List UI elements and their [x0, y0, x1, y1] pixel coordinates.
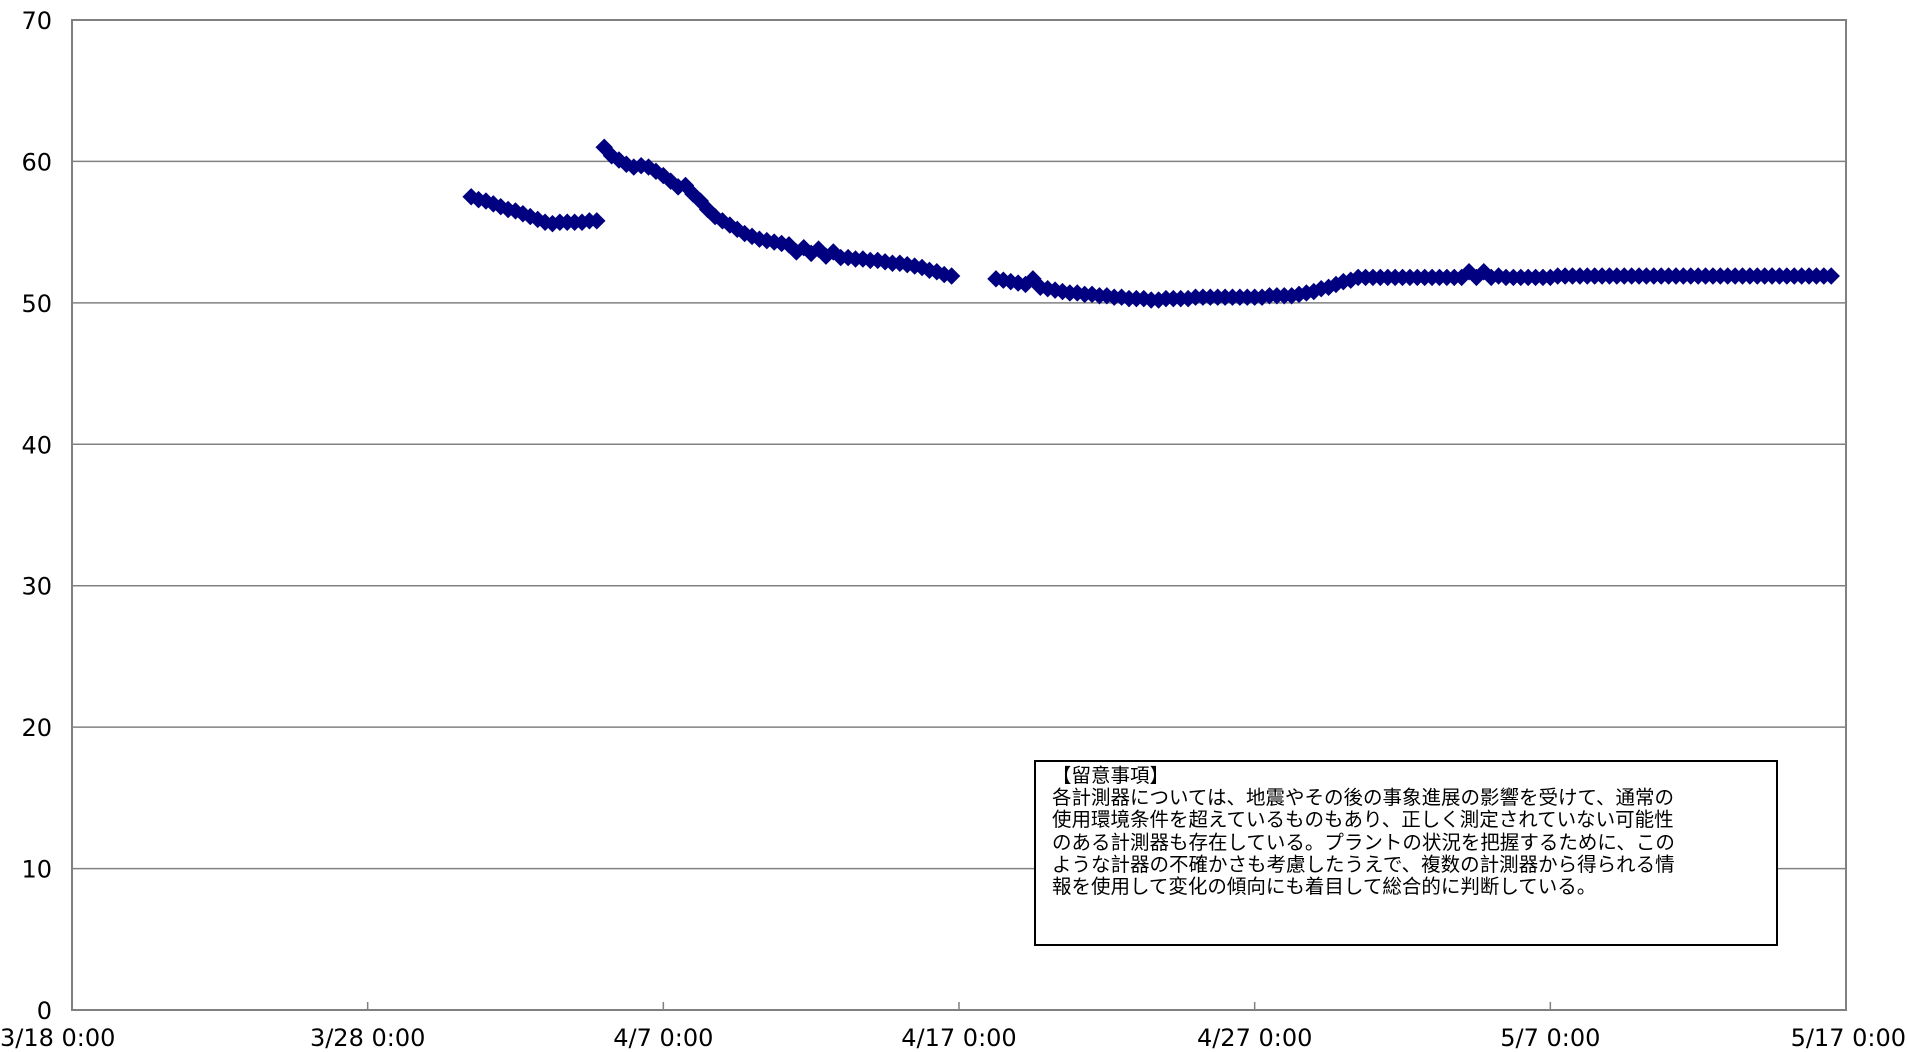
data-point — [588, 212, 606, 230]
x-tick-label: 3/18 0:00 — [0, 1024, 115, 1052]
y-tick-label: 70 — [21, 7, 52, 35]
data-point — [1822, 267, 1840, 285]
x-axis-tick-labels: 3/18 0:00 3/28 0:00 4/7 0:00 4/17 0:00 4/27 … — [0, 1024, 1906, 1052]
note-line: 各計測器については、地震やその後の事象進展の影響を受けて、通常の — [1052, 786, 1675, 810]
note-line: のある計測器も存在している。プラントの状況を把握するために、この — [1052, 830, 1675, 854]
y-axis-tick-labels: 0 10 20 30 40 50 60 70 — [21, 7, 52, 1025]
y-tick-label: 60 — [21, 148, 52, 176]
data-series — [462, 138, 1840, 309]
data-point — [824, 243, 843, 261]
note-line: 使用環境条件を超えているものもあり、正しく測定されていない可能性 — [1052, 808, 1674, 832]
note-heading: 【留意事項】 — [1052, 764, 1170, 787]
x-tick-label: 5/7 0:00 — [1500, 1024, 1600, 1052]
note-line: 報を使用して変化の傾向にも着目して総合的に判断している。 — [1052, 875, 1597, 899]
x-tick-label: 4/17 0:00 — [901, 1024, 1016, 1052]
y-tick-label: 20 — [21, 714, 52, 742]
caution-note: 【留意事項】 各計測器については、地震やその後の事象進展の影響を受けて、通常の … — [1034, 760, 1778, 946]
x-tick-label: 3/28 0:00 — [310, 1024, 425, 1052]
data-point — [942, 267, 961, 285]
x-tick-label: 5/17 0:00 — [1791, 1024, 1906, 1052]
y-tick-label: 30 — [21, 573, 52, 601]
y-tick-label: 50 — [21, 290, 52, 318]
y-tick-label: 10 — [21, 856, 52, 884]
x-axis-ticks — [71, 1002, 1847, 1010]
x-tick-label: 4/7 0:00 — [613, 1024, 713, 1052]
note-line: ような計器の不確かさも考慮したうえで、複数の計測器から得られる情 — [1052, 852, 1675, 876]
x-tick-label: 4/27 0:00 — [1197, 1024, 1312, 1052]
y-tick-label: 40 — [21, 431, 52, 459]
y-tick-label: 0 — [37, 997, 52, 1025]
